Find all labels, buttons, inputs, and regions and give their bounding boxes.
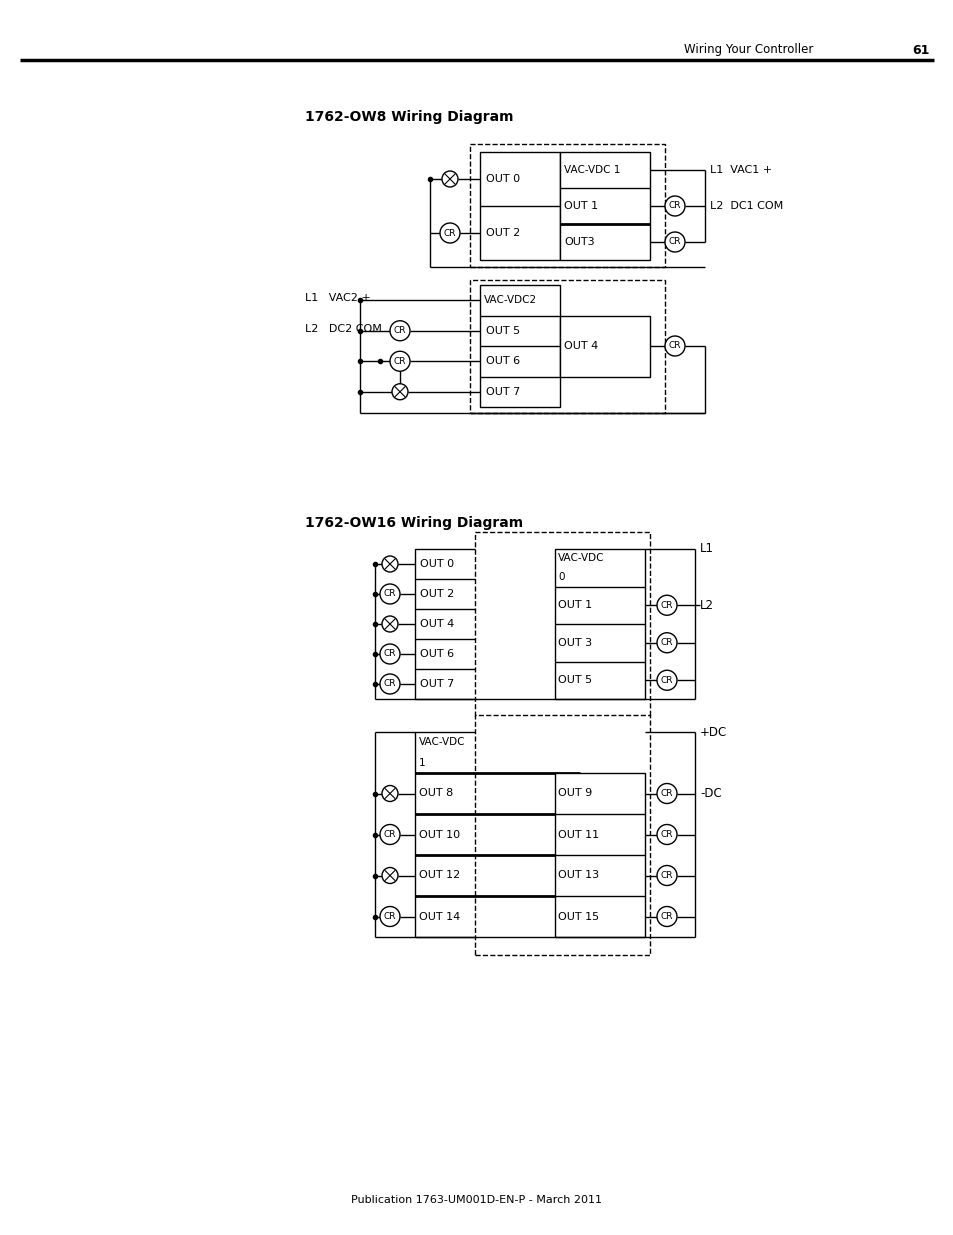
Text: CR: CR xyxy=(660,911,673,921)
Text: OUT 15: OUT 15 xyxy=(558,911,598,921)
Bar xyxy=(415,550,579,699)
Text: -DC: -DC xyxy=(700,787,721,800)
Circle shape xyxy=(381,556,397,572)
Text: OUT 8: OUT 8 xyxy=(418,788,453,799)
Circle shape xyxy=(664,196,684,216)
Text: CR: CR xyxy=(383,589,395,599)
Text: OUT 14: OUT 14 xyxy=(418,911,459,921)
Bar xyxy=(559,152,649,261)
Text: OUT 7: OUT 7 xyxy=(419,679,454,689)
Text: OUT 10: OUT 10 xyxy=(418,830,459,840)
Bar xyxy=(479,285,559,408)
Text: L2: L2 xyxy=(700,599,713,611)
Text: 1762-OW8 Wiring Diagram: 1762-OW8 Wiring Diagram xyxy=(305,110,513,124)
Text: OUT 5: OUT 5 xyxy=(558,676,592,685)
Bar xyxy=(415,732,579,937)
Text: OUT 13: OUT 13 xyxy=(558,871,598,881)
Text: CR: CR xyxy=(668,201,680,210)
Text: 0: 0 xyxy=(558,572,564,582)
Text: CR: CR xyxy=(660,676,673,684)
Text: OUT 2: OUT 2 xyxy=(419,589,454,599)
Text: 1762-OW16 Wiring Diagram: 1762-OW16 Wiring Diagram xyxy=(305,516,522,530)
Text: OUT 0: OUT 0 xyxy=(485,174,519,184)
Bar xyxy=(559,315,649,377)
Text: OUT 6: OUT 6 xyxy=(419,650,454,659)
Bar xyxy=(470,280,664,412)
Text: +DC: +DC xyxy=(700,725,726,739)
Text: L1  VAC1 +: L1 VAC1 + xyxy=(709,165,771,175)
Bar xyxy=(475,532,649,718)
Text: VAC-VDC 1: VAC-VDC 1 xyxy=(563,165,619,175)
Text: L1: L1 xyxy=(700,542,713,556)
Text: CR: CR xyxy=(443,228,456,237)
Text: L2  DC1 COM: L2 DC1 COM xyxy=(709,201,782,211)
Text: Wiring Your Controller: Wiring Your Controller xyxy=(683,43,813,57)
Circle shape xyxy=(439,224,459,243)
Text: CR: CR xyxy=(383,830,395,839)
Circle shape xyxy=(657,906,677,926)
Circle shape xyxy=(381,616,397,632)
Text: OUT3: OUT3 xyxy=(563,237,594,247)
Text: 1: 1 xyxy=(418,758,425,768)
Text: Publication 1763-UM001D-EN-P - March 2011: Publication 1763-UM001D-EN-P - March 201… xyxy=(351,1195,602,1205)
Text: CR: CR xyxy=(668,342,680,351)
Circle shape xyxy=(379,584,399,604)
Bar xyxy=(479,152,559,261)
Text: VAC-VDC: VAC-VDC xyxy=(558,553,604,563)
Text: VAC-VDC2: VAC-VDC2 xyxy=(483,295,537,305)
Text: 61: 61 xyxy=(911,43,928,57)
Text: OUT 6: OUT 6 xyxy=(485,356,519,367)
Circle shape xyxy=(657,632,677,653)
Text: CR: CR xyxy=(394,357,406,366)
Bar xyxy=(555,773,644,937)
Circle shape xyxy=(390,321,410,341)
Circle shape xyxy=(657,783,677,804)
Text: CR: CR xyxy=(660,871,673,881)
Circle shape xyxy=(664,336,684,356)
Text: CR: CR xyxy=(668,237,680,247)
Text: OUT 0: OUT 0 xyxy=(419,559,454,569)
Circle shape xyxy=(381,785,397,802)
Circle shape xyxy=(657,866,677,885)
Circle shape xyxy=(379,674,399,694)
Circle shape xyxy=(441,170,457,186)
Circle shape xyxy=(390,351,410,372)
Text: VAC-VDC: VAC-VDC xyxy=(418,737,465,747)
Text: CR: CR xyxy=(394,326,406,335)
Text: OUT 4: OUT 4 xyxy=(419,619,454,629)
Text: CR: CR xyxy=(383,650,395,658)
Text: OUT 3: OUT 3 xyxy=(558,637,592,647)
Text: CR: CR xyxy=(383,911,395,921)
Text: CR: CR xyxy=(660,789,673,798)
Text: OUT 2: OUT 2 xyxy=(485,228,519,238)
Text: CR: CR xyxy=(660,638,673,647)
Bar xyxy=(555,550,644,699)
Text: OUT 9: OUT 9 xyxy=(558,788,592,799)
Circle shape xyxy=(664,232,684,252)
Circle shape xyxy=(392,384,408,400)
Circle shape xyxy=(379,825,399,845)
Text: L1   VAC2 +: L1 VAC2 + xyxy=(305,293,371,304)
Circle shape xyxy=(379,643,399,664)
Text: OUT 12: OUT 12 xyxy=(418,871,459,881)
Text: OUT 1: OUT 1 xyxy=(563,201,598,211)
Text: CR: CR xyxy=(660,600,673,610)
Text: OUT 1: OUT 1 xyxy=(558,600,592,610)
Text: OUT 5: OUT 5 xyxy=(485,326,519,336)
Bar xyxy=(475,715,649,955)
Text: CR: CR xyxy=(383,679,395,688)
Circle shape xyxy=(657,595,677,615)
Circle shape xyxy=(381,867,397,883)
Text: L2   DC2 COM: L2 DC2 COM xyxy=(305,324,381,333)
Bar xyxy=(470,144,664,267)
Text: CR: CR xyxy=(660,830,673,839)
Circle shape xyxy=(657,825,677,845)
Circle shape xyxy=(657,671,677,690)
Text: OUT 11: OUT 11 xyxy=(558,830,598,840)
Circle shape xyxy=(379,906,399,926)
Text: OUT 7: OUT 7 xyxy=(485,387,519,396)
Text: OUT 4: OUT 4 xyxy=(563,341,598,351)
